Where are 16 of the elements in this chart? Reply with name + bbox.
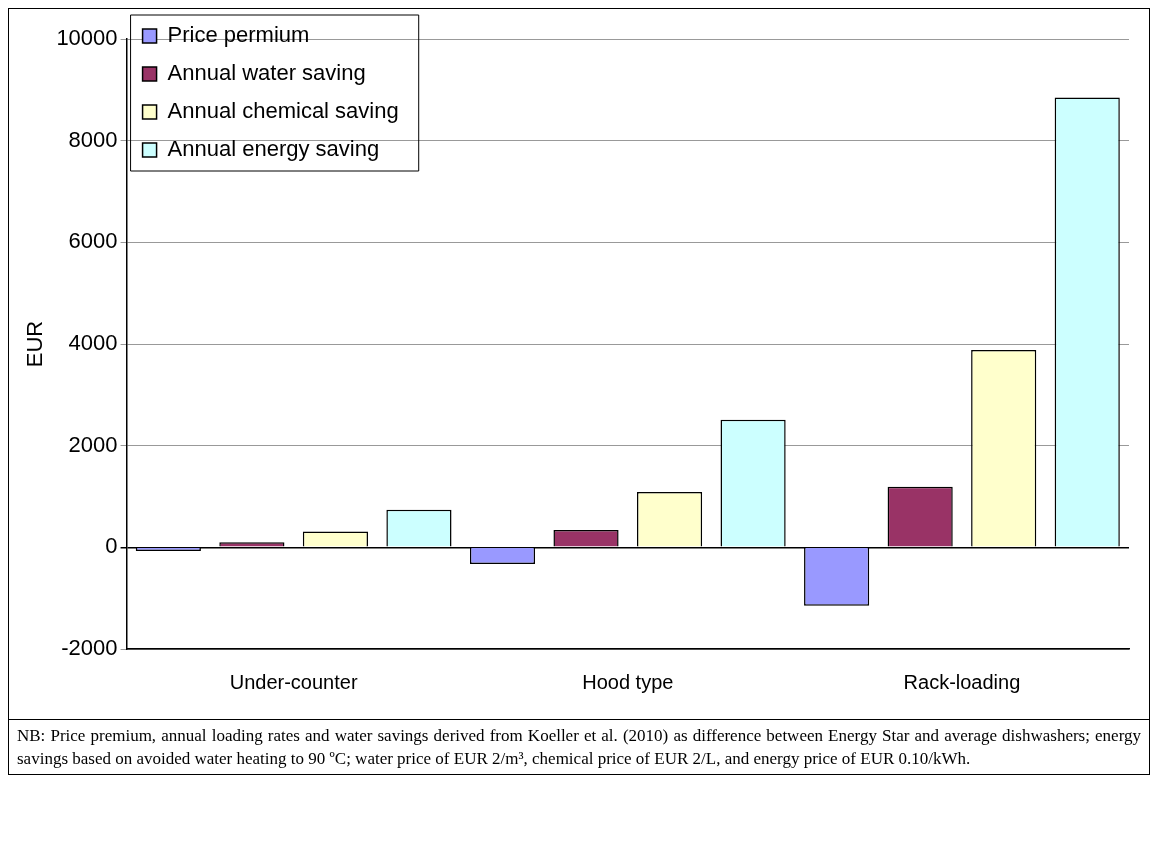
y-tick-label: 4000 xyxy=(68,330,118,356)
y-tick-label: 2000 xyxy=(68,431,118,457)
y-tick-label: 8000 xyxy=(68,126,118,152)
y-tick-label: -2000 xyxy=(61,635,118,661)
y-tick-label: 10000 xyxy=(56,25,118,51)
legend-label: Annual energy saving xyxy=(167,136,380,162)
legend-label: Annual chemical saving xyxy=(167,98,399,124)
x-tick-label: Rack-loading xyxy=(903,670,1021,693)
y-tick-label: 0 xyxy=(105,533,118,559)
x-tick-label: Under-counter xyxy=(229,670,358,693)
text: NB: Price premium, annual loading rates and water savings derived from Koeller et al. (2010) as difference between Energy Star and average dishwashers; energy savings based on avoided water heating to 90 ºC; water price of EUR 2/m³, chemical price of EUR 2/L, and energy price of EUR 0.10/kWh. xyxy=(17,725,1141,770)
legend-label: Price permium xyxy=(167,22,310,48)
y-axis-title: EUR xyxy=(22,320,48,368)
legend-label: Annual water saving xyxy=(167,60,366,86)
y-tick-label: 6000 xyxy=(68,228,118,254)
x-tick-label: Hood type xyxy=(582,670,674,693)
